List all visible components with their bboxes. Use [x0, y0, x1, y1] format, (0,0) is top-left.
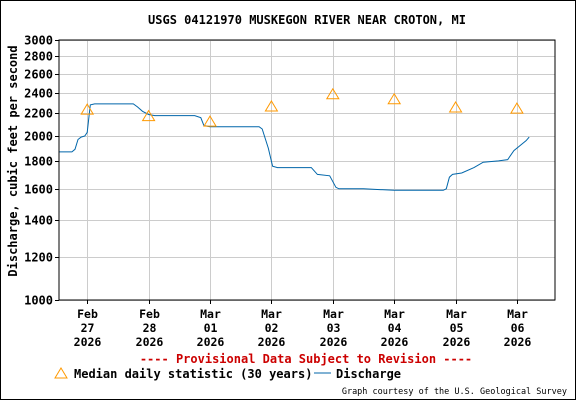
x-tick-label: 2026 — [258, 335, 286, 349]
median-triangle-marker — [387, 92, 402, 105]
median-triangle-marker — [141, 109, 156, 122]
y-tick-label: 2200 — [24, 107, 53, 121]
plot-frame — [59, 40, 555, 300]
median-triangle-marker — [203, 115, 217, 127]
x-tick-label: 04 — [388, 321, 402, 335]
median-triangle-marker — [264, 100, 279, 112]
y-tick-label: 1600 — [24, 183, 53, 197]
legend: Median daily statistic (30 years) Discha… — [54, 367, 401, 381]
legend-median-triangle-icon — [54, 367, 68, 379]
x-tick-label: 28 — [143, 321, 157, 335]
x-tick-label: Feb — [139, 307, 160, 321]
x-tick-label: 27 — [81, 321, 95, 335]
x-tick-label: 02 — [265, 321, 279, 335]
y-tick-label: 2800 — [24, 50, 53, 64]
x-tick-label: Mar — [384, 307, 405, 321]
series-layer — [59, 87, 530, 191]
y-tick-label: 3000 — [24, 34, 53, 48]
y-tick-label: 2400 — [24, 87, 53, 101]
legend-median-label: Median daily statistic (30 years) — [74, 367, 312, 381]
x-tick-label: 2026 — [320, 335, 348, 349]
x-tick-label: 01 — [204, 321, 218, 335]
x-tick-label: 2026 — [443, 335, 471, 349]
credit-text: Graph courtesy of the U.S. Geological Su… — [342, 387, 567, 397]
median-triangle-marker — [448, 101, 463, 113]
x-tick-label: Mar — [323, 307, 344, 321]
x-tick-label: 05 — [450, 321, 464, 335]
x-tick-label: Mar — [446, 307, 467, 321]
axis-layer: 1000 1200 1400 1600 1800 2000 2200 2400 2600 2800… — [24, 34, 531, 350]
x-tick-label: Mar — [261, 307, 282, 321]
provisional-note: ---- Provisional Data Subject to Revisio… — [140, 352, 472, 366]
x-tick-label: Mar — [507, 307, 528, 321]
x-tick-label: 2026 — [504, 335, 532, 349]
legend-discharge-label: Discharge — [336, 367, 401, 381]
y-axis-label: Discharge, cubic feet per second — [6, 45, 20, 276]
x-tick-label: 06 — [511, 321, 525, 335]
chart-title: USGS 04121970 MUSKEGON RIVER NEAR CROTON… — [148, 13, 466, 27]
y-tick-label: 2600 — [24, 68, 53, 82]
x-tick-label: 2026 — [381, 335, 409, 349]
median-triangle-marker — [510, 102, 524, 114]
y-tick-label: 1800 — [24, 155, 53, 169]
y-tick-label: 1000 — [24, 294, 53, 308]
y-tick-label: 2000 — [24, 130, 53, 144]
y-tick-label: 1400 — [24, 214, 53, 228]
x-tick-label: 03 — [327, 321, 341, 335]
y-tick-label: 1200 — [24, 251, 53, 265]
x-tick-label: 2026 — [197, 335, 225, 349]
x-tick-label: 2026 — [136, 335, 164, 349]
discharge-line — [59, 103, 530, 191]
median-triangle-marker — [325, 87, 340, 100]
x-tick-label: Feb — [77, 307, 98, 321]
median-triangle-marker — [80, 103, 95, 115]
plot-border — [58, 39, 556, 301]
x-tick-label: 2026 — [74, 335, 102, 349]
x-tick-label: Mar — [200, 307, 221, 321]
